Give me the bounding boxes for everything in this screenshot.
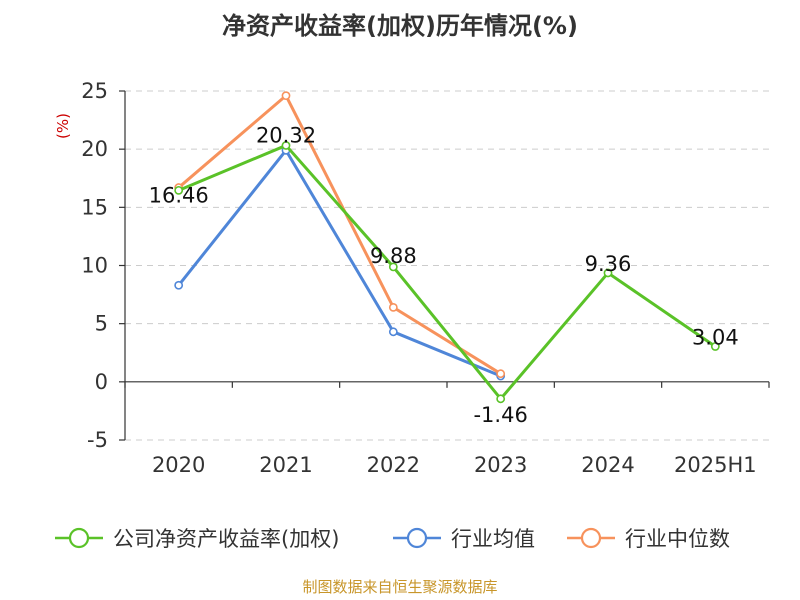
data-point: [710, 342, 720, 351]
data-point: [174, 280, 184, 290]
data-label: 3.04: [692, 325, 739, 349]
data-label: 16.46: [149, 183, 209, 207]
series-line-2: [177, 94, 502, 375]
series-line-0: [178, 143, 717, 401]
legend-swatch-marker: [406, 527, 428, 549]
y-tick-label: -5: [87, 428, 108, 452]
data-label: -1.46: [473, 403, 527, 427]
y-tick-label: 5: [95, 312, 108, 336]
y-tick-label: 15: [81, 195, 108, 219]
axes: -5 0 5 10 15 20 25 2020 2021 2022 2023 2024 2025H1: [81, 79, 770, 477]
y-tick-label: 10: [81, 254, 108, 278]
data-point: [603, 268, 613, 278]
data-label: 9.88: [370, 244, 417, 268]
data-point: [496, 369, 506, 379]
y-tick-label: 25: [81, 79, 108, 103]
x-tick-label: 2025H1: [674, 453, 757, 477]
x-tick-label: 2022: [367, 453, 420, 477]
x-tick-label: 2024: [581, 453, 634, 477]
series-line-1: [177, 148, 502, 378]
legend-label: 公司净资产收益率(加权): [113, 527, 339, 551]
legend-swatch-marker: [580, 527, 602, 549]
chart-title: 净资产收益率(加权)历年情况(%): [222, 12, 578, 40]
legend: 公司净资产收益率(加权) 行业均值 行业中位数: [55, 527, 730, 551]
data-point: [388, 262, 398, 272]
y-tick-label: 20: [81, 137, 108, 161]
data-point: [281, 91, 291, 101]
legend-label: 行业均值: [451, 527, 535, 551]
data-label: 20.32: [256, 123, 316, 147]
x-tick-label: 2021: [259, 453, 312, 477]
data-point: [388, 302, 398, 312]
series-lines: [174, 91, 720, 404]
data-point: [388, 327, 398, 337]
data-point: [281, 141, 291, 150]
x-tick-label: 2023: [474, 453, 527, 477]
data-point: [496, 394, 506, 404]
y-tick-label: 0: [95, 370, 108, 394]
legend-label: 行业中位数: [625, 527, 730, 551]
x-tick-label: 2020: [152, 453, 205, 477]
data-label: 9.36: [585, 252, 632, 276]
source-note: 制图数据来自恒生聚源数据库: [302, 578, 497, 596]
legend-swatch-marker: [68, 527, 90, 549]
data-point: [174, 185, 184, 195]
y-axis-unit: (%): [54, 113, 72, 139]
grid: [125, 90, 769, 441]
data-labels: 16.46 20.32 9.88 -1.46 9.36 3.04: [149, 123, 739, 426]
